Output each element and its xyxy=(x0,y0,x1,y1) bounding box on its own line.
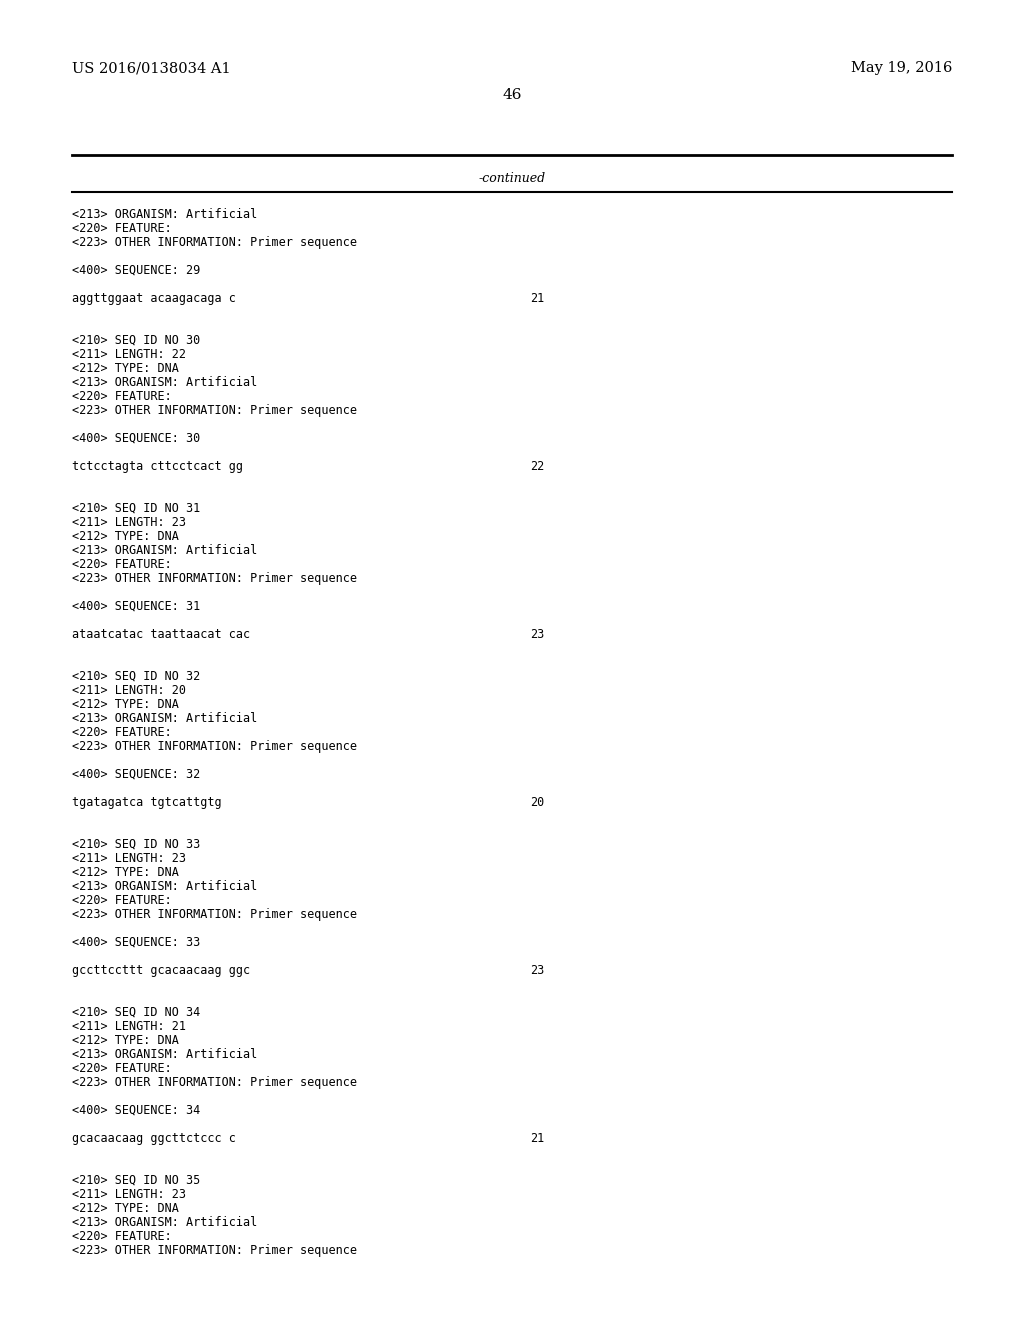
Text: <400> SEQUENCE: 32: <400> SEQUENCE: 32 xyxy=(72,768,201,781)
Text: <400> SEQUENCE: 33: <400> SEQUENCE: 33 xyxy=(72,936,201,949)
Text: 22: 22 xyxy=(530,459,544,473)
Text: <220> FEATURE:: <220> FEATURE: xyxy=(72,558,172,572)
Text: <220> FEATURE:: <220> FEATURE: xyxy=(72,726,172,739)
Text: <400> SEQUENCE: 34: <400> SEQUENCE: 34 xyxy=(72,1104,201,1117)
Text: <213> ORGANISM: Artificial: <213> ORGANISM: Artificial xyxy=(72,1216,257,1229)
Text: <210> SEQ ID NO 31: <210> SEQ ID NO 31 xyxy=(72,502,201,515)
Text: <210> SEQ ID NO 34: <210> SEQ ID NO 34 xyxy=(72,1006,201,1019)
Text: gcacaacaag ggcttctccc c: gcacaacaag ggcttctccc c xyxy=(72,1133,236,1144)
Text: <220> FEATURE:: <220> FEATURE: xyxy=(72,1230,172,1243)
Text: <213> ORGANISM: Artificial: <213> ORGANISM: Artificial xyxy=(72,209,257,220)
Text: <211> LENGTH: 23: <211> LENGTH: 23 xyxy=(72,1188,186,1201)
Text: <223> OTHER INFORMATION: Primer sequence: <223> OTHER INFORMATION: Primer sequence xyxy=(72,741,357,752)
Text: gccttccttt gcacaacaag ggc: gccttccttt gcacaacaag ggc xyxy=(72,964,250,977)
Text: <212> TYPE: DNA: <212> TYPE: DNA xyxy=(72,362,179,375)
Text: <223> OTHER INFORMATION: Primer sequence: <223> OTHER INFORMATION: Primer sequence xyxy=(72,908,357,921)
Text: May 19, 2016: May 19, 2016 xyxy=(851,61,952,75)
Text: <223> OTHER INFORMATION: Primer sequence: <223> OTHER INFORMATION: Primer sequence xyxy=(72,1243,357,1257)
Text: <212> TYPE: DNA: <212> TYPE: DNA xyxy=(72,698,179,711)
Text: <212> TYPE: DNA: <212> TYPE: DNA xyxy=(72,531,179,543)
Text: 20: 20 xyxy=(530,796,544,809)
Text: <220> FEATURE:: <220> FEATURE: xyxy=(72,222,172,235)
Text: <211> LENGTH: 20: <211> LENGTH: 20 xyxy=(72,684,186,697)
Text: US 2016/0138034 A1: US 2016/0138034 A1 xyxy=(72,61,230,75)
Text: <210> SEQ ID NO 33: <210> SEQ ID NO 33 xyxy=(72,838,201,851)
Text: <213> ORGANISM: Artificial: <213> ORGANISM: Artificial xyxy=(72,1048,257,1061)
Text: ataatcatac taattaacat cac: ataatcatac taattaacat cac xyxy=(72,628,250,642)
Text: 21: 21 xyxy=(530,1133,544,1144)
Text: <400> SEQUENCE: 31: <400> SEQUENCE: 31 xyxy=(72,601,201,612)
Text: <220> FEATURE:: <220> FEATURE: xyxy=(72,1063,172,1074)
Text: <210> SEQ ID NO 30: <210> SEQ ID NO 30 xyxy=(72,334,201,347)
Text: 21: 21 xyxy=(530,292,544,305)
Text: <223> OTHER INFORMATION: Primer sequence: <223> OTHER INFORMATION: Primer sequence xyxy=(72,404,357,417)
Text: <211> LENGTH: 23: <211> LENGTH: 23 xyxy=(72,516,186,529)
Text: <211> LENGTH: 22: <211> LENGTH: 22 xyxy=(72,348,186,360)
Text: <213> ORGANISM: Artificial: <213> ORGANISM: Artificial xyxy=(72,711,257,725)
Text: <223> OTHER INFORMATION: Primer sequence: <223> OTHER INFORMATION: Primer sequence xyxy=(72,572,357,585)
Text: <220> FEATURE:: <220> FEATURE: xyxy=(72,894,172,907)
Text: <213> ORGANISM: Artificial: <213> ORGANISM: Artificial xyxy=(72,376,257,389)
Text: tgatagatca tgtcattgtg: tgatagatca tgtcattgtg xyxy=(72,796,221,809)
Text: <211> LENGTH: 21: <211> LENGTH: 21 xyxy=(72,1020,186,1034)
Text: <212> TYPE: DNA: <212> TYPE: DNA xyxy=(72,1203,179,1214)
Text: <213> ORGANISM: Artificial: <213> ORGANISM: Artificial xyxy=(72,880,257,894)
Text: <213> ORGANISM: Artificial: <213> ORGANISM: Artificial xyxy=(72,544,257,557)
Text: <210> SEQ ID NO 32: <210> SEQ ID NO 32 xyxy=(72,671,201,682)
Text: <223> OTHER INFORMATION: Primer sequence: <223> OTHER INFORMATION: Primer sequence xyxy=(72,236,357,249)
Text: <212> TYPE: DNA: <212> TYPE: DNA xyxy=(72,866,179,879)
Text: <211> LENGTH: 23: <211> LENGTH: 23 xyxy=(72,851,186,865)
Text: 23: 23 xyxy=(530,628,544,642)
Text: <400> SEQUENCE: 29: <400> SEQUENCE: 29 xyxy=(72,264,201,277)
Text: aggttggaat acaagacaga c: aggttggaat acaagacaga c xyxy=(72,292,236,305)
Text: <220> FEATURE:: <220> FEATURE: xyxy=(72,389,172,403)
Text: 46: 46 xyxy=(502,88,522,102)
Text: <212> TYPE: DNA: <212> TYPE: DNA xyxy=(72,1034,179,1047)
Text: <223> OTHER INFORMATION: Primer sequence: <223> OTHER INFORMATION: Primer sequence xyxy=(72,1076,357,1089)
Text: tctcctagta cttcctcact gg: tctcctagta cttcctcact gg xyxy=(72,459,243,473)
Text: <400> SEQUENCE: 30: <400> SEQUENCE: 30 xyxy=(72,432,201,445)
Text: <210> SEQ ID NO 35: <210> SEQ ID NO 35 xyxy=(72,1173,201,1187)
Text: 23: 23 xyxy=(530,964,544,977)
Text: -continued: -continued xyxy=(478,172,546,185)
